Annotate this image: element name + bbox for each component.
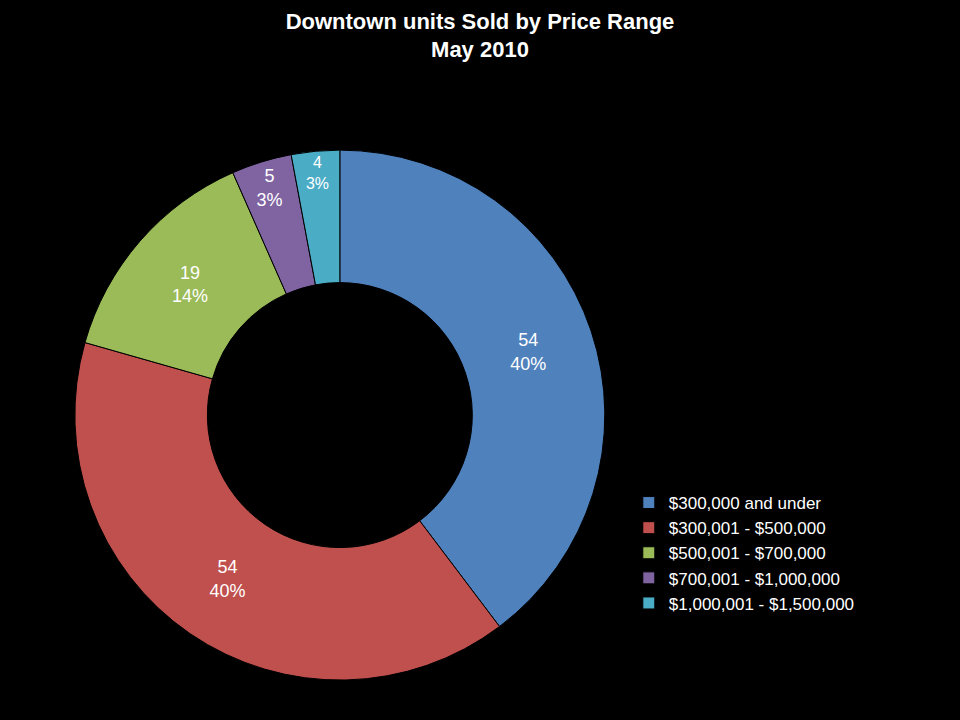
svg-text:$700,001 - $1,000,000: $700,001 - $1,000,000 xyxy=(669,569,840,588)
svg-text:$1,000,001 - $1,500,000: $1,000,001 - $1,500,000 xyxy=(669,595,854,614)
svg-text:53%: 53% xyxy=(257,166,283,209)
svg-text:$500,001 - $700,000: $500,001 - $700,000 xyxy=(669,544,826,563)
svg-text:$300,001 - $500,000: $300,001 - $500,000 xyxy=(669,519,826,538)
svg-text:1914%: 1914% xyxy=(172,263,208,306)
svg-text:43%: 43% xyxy=(306,154,329,192)
svg-text:$300,000 and under: $300,000 and under xyxy=(669,494,822,513)
svg-text:5440%: 5440% xyxy=(210,557,246,600)
svg-text:5440%: 5440% xyxy=(510,330,546,373)
svg-text:Downtown units Sold by Price R: Downtown units Sold by Price RangeMay 20… xyxy=(286,9,675,63)
